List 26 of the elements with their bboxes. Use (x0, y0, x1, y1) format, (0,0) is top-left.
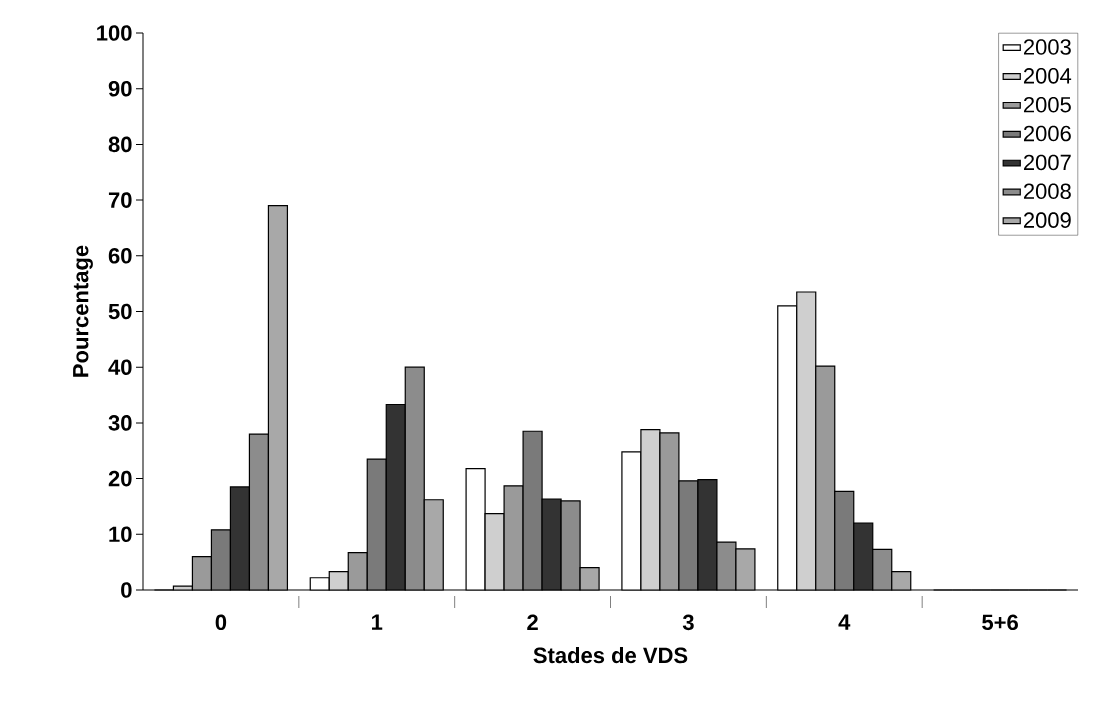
y-tick-label: 90 (108, 80, 132, 97)
x-tick-label: 2 (527, 614, 538, 630)
x-tick-label: 5+6 (982, 614, 1018, 631)
legend-label: 2003 (1023, 39, 1071, 55)
y-tick-label: 100 (97, 25, 132, 41)
y-tick-label: 0 (121, 582, 132, 598)
legend-label: 2007 (1023, 154, 1071, 171)
y-tick-label: 80 (108, 136, 132, 153)
legend-label: 2006 (1023, 125, 1071, 142)
x-tick-label: 1 (372, 614, 383, 630)
x-tick-label: 0 (215, 614, 227, 631)
y-tick-label: 20 (108, 470, 132, 487)
x-axis-title: Stades de VDS (533, 647, 688, 664)
y-tick-label: 30 (108, 415, 132, 431)
y-tick-label: 70 (108, 192, 132, 208)
y-tick-label: 50 (108, 303, 132, 320)
x-tick-label: 4 (838, 614, 851, 630)
y-tick-label: 60 (108, 248, 132, 264)
y-tick-label: 40 (108, 359, 132, 375)
legend-label: 2005 (1023, 96, 1071, 113)
x-tick-label: 3 (682, 614, 694, 631)
y-tick-label: 10 (109, 526, 132, 543)
legend-label: 2008 (1023, 183, 1071, 200)
y-axis-title: Pourcentage (73, 245, 93, 377)
legend-label: 2004 (1023, 68, 1072, 84)
legend-label: 2009 (1023, 212, 1071, 228)
